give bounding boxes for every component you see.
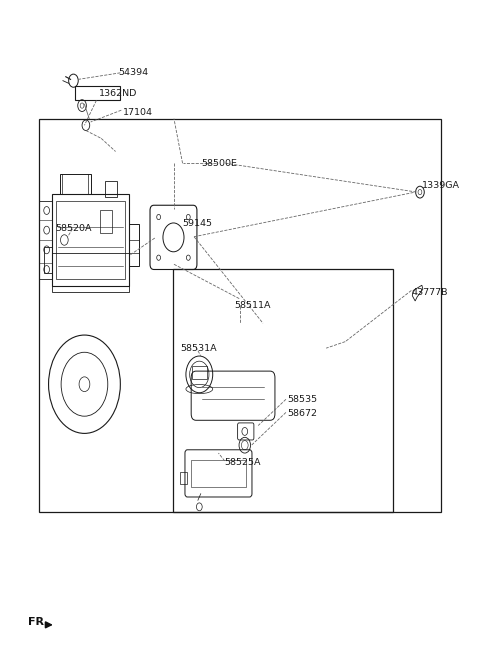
- Text: 58531A: 58531A: [180, 344, 217, 353]
- Bar: [52, 253, 129, 292]
- Text: 1339GA: 1339GA: [422, 181, 460, 190]
- Bar: [52, 194, 129, 286]
- Text: 58672: 58672: [287, 409, 317, 419]
- Text: 58500E: 58500E: [202, 159, 238, 168]
- Text: 43777B: 43777B: [411, 288, 448, 297]
- Text: 17104: 17104: [123, 108, 153, 117]
- Bar: [60, 174, 91, 194]
- Bar: [180, 472, 187, 484]
- Text: 1362ND: 1362ND: [99, 89, 137, 99]
- Text: 54394: 54394: [118, 68, 148, 78]
- Bar: [39, 119, 441, 512]
- Bar: [75, 86, 120, 101]
- Bar: [173, 269, 393, 512]
- Text: 59145: 59145: [182, 219, 213, 228]
- Bar: [192, 366, 207, 379]
- Bar: [56, 200, 125, 279]
- Bar: [191, 460, 246, 487]
- Text: 58525A: 58525A: [225, 459, 261, 467]
- Text: FR.: FR.: [28, 616, 49, 627]
- Bar: [39, 200, 52, 279]
- Text: 58511A: 58511A: [234, 301, 271, 310]
- Bar: [129, 223, 140, 266]
- Bar: [44, 246, 52, 273]
- Bar: [100, 210, 112, 233]
- Text: 58520A: 58520A: [56, 224, 92, 233]
- Bar: [105, 181, 117, 197]
- Text: 58535: 58535: [287, 395, 317, 404]
